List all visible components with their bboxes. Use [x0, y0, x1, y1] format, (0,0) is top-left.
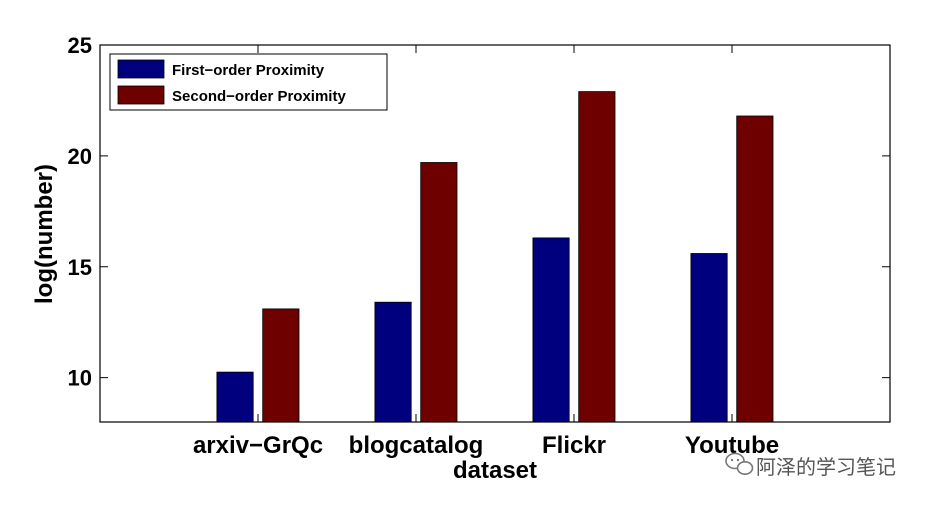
x-axis-title: dataset — [453, 457, 537, 484]
bar-first-order-3 — [690, 253, 728, 423]
legend-swatch-first-order — [117, 59, 165, 79]
legend-label-second-order: Second−order Proximity — [172, 88, 346, 105]
y-tick-label: 20 — [68, 144, 92, 169]
bar-second-order-3 — [736, 115, 774, 423]
y-tick-label: 10 — [68, 366, 92, 391]
x-category-label: arxiv−GrQc — [193, 432, 323, 459]
plot-frame — [99, 44, 891, 423]
x-category-label: blogcatalog — [349, 432, 484, 459]
y-axis: 10 15 20 25 — [68, 33, 890, 391]
legend-label-first-order: First−order Proximity — [172, 62, 325, 79]
legend-swatch-second-order — [117, 85, 165, 105]
watermark: 阿泽的学习笔记 — [725, 452, 896, 479]
bar-second-order-0 — [262, 308, 300, 423]
x-category-label: Youtube — [685, 432, 779, 459]
y-axis-title: log(number) — [31, 164, 58, 304]
bars-layer — [216, 91, 774, 423]
watermark-text: 阿泽的学习笔记 — [756, 456, 896, 479]
y-tick-label: 25 — [68, 33, 92, 58]
bar-first-order-1 — [374, 301, 412, 423]
legend: First−order Proximity Second−order Proxi… — [109, 53, 388, 111]
bar-second-order-1 — [420, 162, 458, 423]
bar-first-order-0 — [216, 371, 254, 423]
bar-first-order-2 — [532, 237, 570, 423]
y-tick-label: 15 — [68, 255, 92, 280]
x-category-label: Flickr — [542, 432, 606, 459]
wechat-icon — [725, 452, 754, 475]
bar-second-order-2 — [578, 91, 616, 423]
